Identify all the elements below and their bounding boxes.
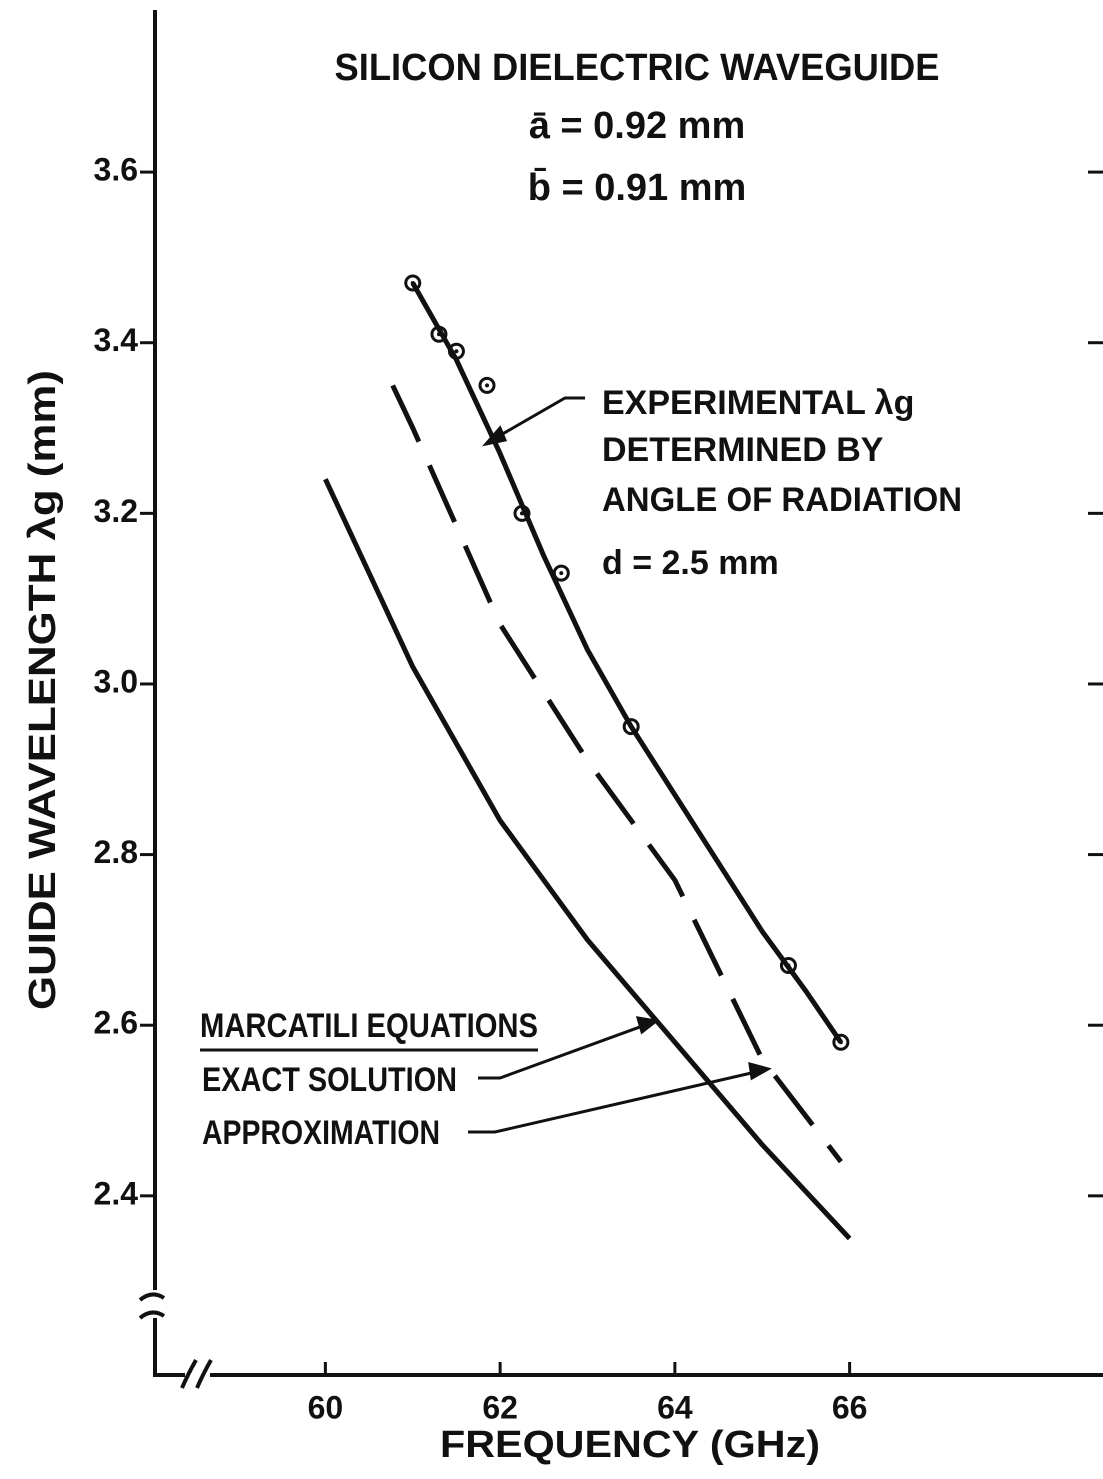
y-tick-label: 3.0 [94,663,138,699]
y-tick-label: 3.6 [94,152,138,188]
subtitle: ā = 0.92 mm [529,105,746,147]
chart-title: SILICON DIELECTRIC WAVEGUIDE [335,47,940,89]
subtitle: b̄ = 0.91 mm [528,167,747,209]
data-point-dot [559,571,564,576]
line-series [410,281,843,1044]
annotation: DETERMINED BY [602,431,884,469]
x-axis-label: FREQUENCY (GHz) [440,1424,820,1466]
x-tick-label: 60 [308,1389,344,1425]
y-axis-label: GUIDE WAVELENGTH λg (mm) [22,370,64,1010]
legend-title: MARCATILI EQUATIONS [200,1007,538,1045]
annotation: ANGLE OF RADIATION [602,481,962,519]
y-tick-label: 2.8 [94,834,138,870]
x-tick-label: 64 [657,1389,693,1425]
y-tick-label: 3.2 [94,493,138,529]
line-series [323,478,852,1241]
annotation: d = 2.5 mm [602,544,779,582]
data-point-dot [454,349,459,354]
arrows [468,396,772,1134]
legend-label: APPROXIMATION [202,1114,440,1152]
legend-label: EXACT SOLUTION [202,1061,457,1099]
line-series [390,384,843,1164]
y-tick-label: 3.4 [94,322,139,358]
axes [138,10,1103,1389]
x-tick-label: 66 [832,1389,868,1425]
y-tick-label: 2.4 [94,1175,139,1211]
x-tick-label: 62 [482,1389,518,1425]
annotation: EXPERIMENTAL λg [602,384,914,422]
data-point-dot [485,383,490,388]
y-tick-label: 2.6 [94,1005,138,1041]
